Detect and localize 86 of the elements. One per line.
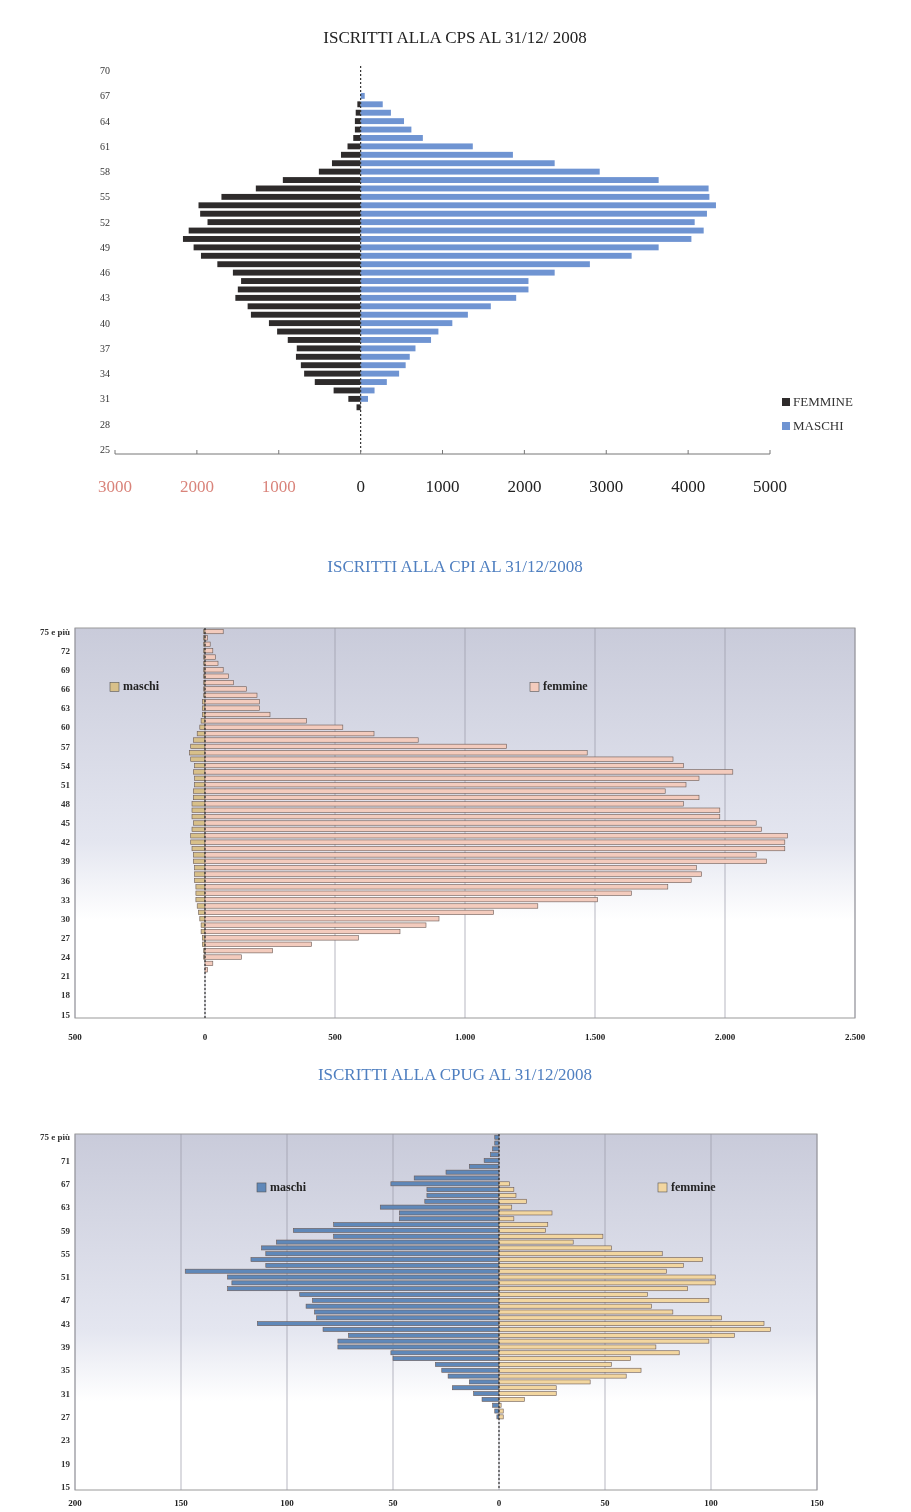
x-tick-label: 3000 <box>98 477 132 496</box>
x-tick-label: 50 <box>600 1498 610 1508</box>
x-tick-label: 0 <box>356 477 365 496</box>
y-tick-label: 25 <box>100 443 110 455</box>
legend-label: femmine <box>671 1179 717 1194</box>
y-tick-label: 58 <box>100 166 110 178</box>
y-tick-label: 48 <box>61 799 71 809</box>
y-tick-label: 72 <box>61 645 71 656</box>
x-tick-label: 3000 <box>589 477 624 496</box>
x-tick-label: 1000 <box>425 477 460 496</box>
y-tick-label: 55 <box>100 191 110 203</box>
x-tick-label: 150 <box>810 1498 825 1508</box>
y-tick-label: 61 <box>100 140 110 152</box>
legend-label: maschi <box>123 679 160 694</box>
x-tick-label: 50 <box>388 1498 398 1508</box>
x-tick-label: 4000 <box>671 477 706 496</box>
x-tick-label: 150 <box>174 1498 189 1508</box>
x-tick-label: 5000 <box>753 477 787 496</box>
legend-label: maschi <box>270 1179 307 1194</box>
legend-label: femmine <box>543 679 589 694</box>
y-tick-label: 64 <box>100 115 110 127</box>
y-tick-label: 46 <box>100 267 110 279</box>
x-tick-label: 2.500 <box>844 1032 866 1042</box>
y-tick-label: 69 <box>61 664 71 675</box>
y-tick-label: 36 <box>61 875 71 886</box>
legend-label: MASCHI <box>793 418 844 433</box>
y-tick-label: 28 <box>100 418 110 430</box>
x-tick-label: 1.000 <box>454 1032 476 1042</box>
chart-title: ISCRITTI ALLA CPUG AL 31/12/2008 <box>317 1065 593 1084</box>
y-tick-label: 34 <box>100 368 110 380</box>
x-tick-label: 2.000 <box>714 1032 736 1042</box>
x-tick-label: 100 <box>704 1498 719 1508</box>
y-tick-label: 27 <box>61 933 71 944</box>
y-tick-label: 35 <box>61 1365 71 1376</box>
y-tick-label: 63 <box>61 1202 71 1213</box>
legend-label: FEMMINE <box>793 394 854 409</box>
y-tick-label: 37 <box>100 342 110 354</box>
y-tick-label: 66 <box>61 684 71 695</box>
y-tick-label: 55 <box>61 1248 71 1259</box>
x-tick-label: 500 <box>328 1032 343 1042</box>
chart-title: ISCRITTI ALLA CPS AL 31/12/ 2008 <box>323 28 587 47</box>
x-tick-label: 200 <box>68 1498 83 1508</box>
y-tick-label: 21 <box>61 971 71 982</box>
y-tick-label: 31 <box>100 393 110 405</box>
x-tick-label: 500 <box>68 1032 83 1042</box>
y-tick-label: 40 <box>100 317 110 329</box>
y-tick-label: 27 <box>61 1412 71 1423</box>
y-tick-label: 18 <box>61 990 71 1001</box>
y-tick-label: 19 <box>61 1458 71 1469</box>
x-tick-label: 0 <box>496 1498 502 1508</box>
y-tick-label: 67 <box>61 1178 71 1189</box>
y-tick-label: 45 <box>61 818 71 829</box>
y-tick-label: 15 <box>61 1481 71 1492</box>
x-tick-label: 0 <box>202 1032 208 1042</box>
y-tick-label: 71 <box>61 1155 71 1166</box>
y-tick-label: 39 <box>61 1342 71 1353</box>
y-tick-label: 33 <box>61 894 71 905</box>
y-tick-label: 75 e più <box>39 1132 70 1143</box>
y-tick-label: 52 <box>100 216 110 228</box>
y-tick-label: 31 <box>61 1388 71 1399</box>
y-tick-label: 23 <box>61 1435 71 1446</box>
y-tick-label: 24 <box>61 952 71 963</box>
x-tick-label: 1000 <box>261 477 296 496</box>
y-tick-label: 57 <box>61 741 71 752</box>
y-tick-label: 51 <box>61 779 71 790</box>
y-tick-label: 43 <box>100 292 110 304</box>
y-tick-label: 51 <box>61 1272 71 1283</box>
y-tick-label: 70 <box>100 65 110 77</box>
y-tick-label: 39 <box>61 856 71 867</box>
y-tick-label: 67 <box>100 90 110 102</box>
y-tick-label: 15 <box>61 1009 71 1020</box>
y-tick-label: 47 <box>61 1295 71 1306</box>
y-tick-label: 59 <box>61 1225 71 1236</box>
y-tick-label: 60 <box>61 722 71 733</box>
y-tick-label: 75 e più <box>39 626 70 637</box>
y-tick-label: 63 <box>61 703 71 714</box>
y-tick-label: 54 <box>61 760 71 771</box>
x-tick-label: 2000 <box>179 477 214 496</box>
chart-title: ISCRITTI ALLA CPI AL 31/12/2008 <box>327 557 583 576</box>
x-tick-label: 2000 <box>507 477 542 496</box>
x-tick-label: 1.500 <box>584 1032 606 1042</box>
y-tick-label: 49 <box>100 241 110 253</box>
y-tick-label: 42 <box>61 837 71 848</box>
y-tick-label: 30 <box>61 913 71 924</box>
x-tick-label: 100 <box>280 1498 295 1508</box>
y-tick-label: 43 <box>61 1318 71 1329</box>
